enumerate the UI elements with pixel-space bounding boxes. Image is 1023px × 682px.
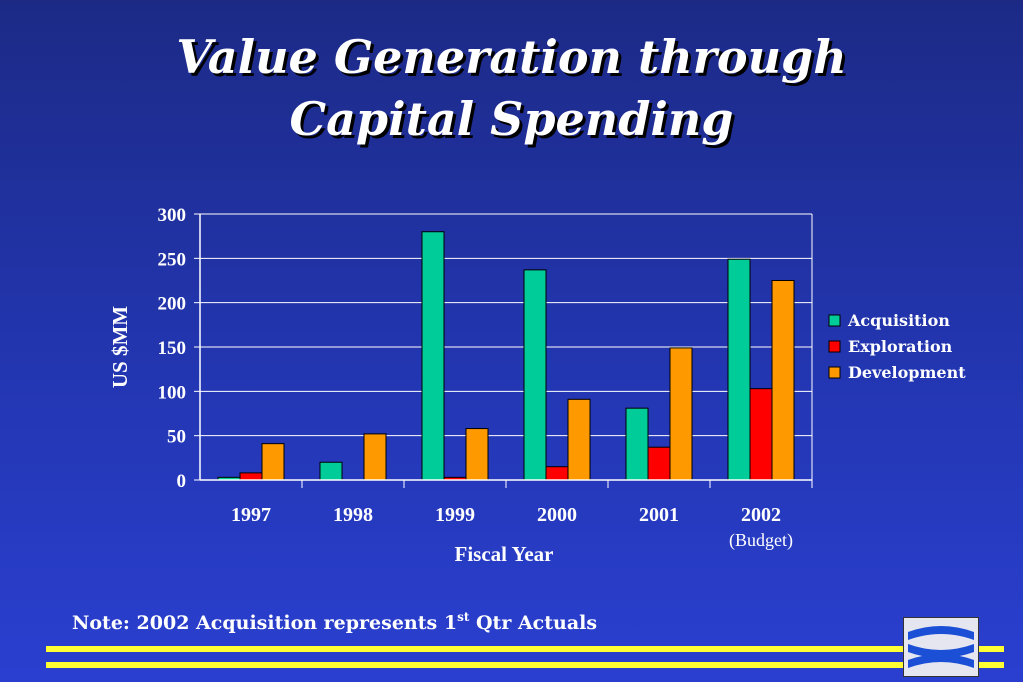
bar-acquisition-1999 <box>421 231 445 481</box>
legend-label-acquisition: Acquisition <box>847 311 950 330</box>
legend-label-development: Development <box>848 363 966 382</box>
legend-swatch-acquisition <box>828 314 841 327</box>
note-suffix: Qtr Actuals <box>469 612 598 634</box>
title-line-1: Value Generation through <box>176 30 847 84</box>
x-tick-sublabel: (Budget) <box>729 530 793 551</box>
legend-swatch-exploration <box>828 340 841 353</box>
y-tick-label: 0 <box>177 471 187 492</box>
yellow-stripe-bottom <box>46 662 1004 668</box>
y-axis-title: US $MM <box>108 306 132 388</box>
bar-development-2000 <box>567 398 591 481</box>
axis-labels: 0 50 100 150 200 250 300 1997 1998 1999 2000 2001 20… <box>108 205 793 566</box>
bar-development-2001 <box>669 347 693 481</box>
axes <box>194 213 813 488</box>
y-tick-label: 250 <box>158 249 187 270</box>
y-tick-label: 150 <box>158 338 187 359</box>
x-tick-label: 2000 <box>537 504 577 526</box>
y-tick-label: 100 <box>158 382 187 403</box>
bar-development-1999 <box>465 428 489 481</box>
bar-acquisition-2000 <box>523 269 547 481</box>
y-tick-label: 200 <box>158 294 187 315</box>
footnote: Note: 2002 Acquisition represents 1st Qt… <box>72 610 597 634</box>
title-line-2: Capital Spending <box>289 92 734 146</box>
bar-exploration-2000 <box>545 466 569 481</box>
x-axis-title: Fiscal Year <box>455 542 554 566</box>
note-superscript: st <box>457 610 470 624</box>
bar-acquisition-2002 <box>727 258 751 481</box>
slide-title: Value Generation through Capital Spendin… <box>0 26 1023 150</box>
bar-acquisition-2001 <box>625 407 649 481</box>
legend: Acquisition Exploration Development <box>828 311 966 382</box>
bar-exploration-2001 <box>647 446 671 481</box>
x-tick-label: 1998 <box>333 504 373 526</box>
legend-label-exploration: Exploration <box>848 337 953 356</box>
x-tick-label: 2002 <box>741 504 781 526</box>
bar-development-2002 <box>771 280 795 481</box>
bar-acquisition-1998 <box>319 461 343 481</box>
yellow-stripe-top <box>46 646 1004 652</box>
bar-exploration-1997 <box>239 472 263 481</box>
bars <box>217 231 795 481</box>
x-tick-label: 1997 <box>231 504 271 526</box>
y-tick-label: 300 <box>158 205 187 226</box>
note-prefix: Note: 2002 Acquisition represents 1 <box>72 612 458 634</box>
x-tick-label: 1999 <box>435 504 475 526</box>
wave-logo-icon <box>903 617 979 677</box>
bar-development-1997 <box>261 443 285 481</box>
legend-swatch-development <box>828 366 841 379</box>
y-tick-label: 50 <box>167 427 186 448</box>
x-tick-label: 2001 <box>639 504 679 526</box>
grid-lines <box>200 213 812 437</box>
bar-development-1998 <box>363 433 387 481</box>
bar-exploration-2002 <box>749 388 773 481</box>
